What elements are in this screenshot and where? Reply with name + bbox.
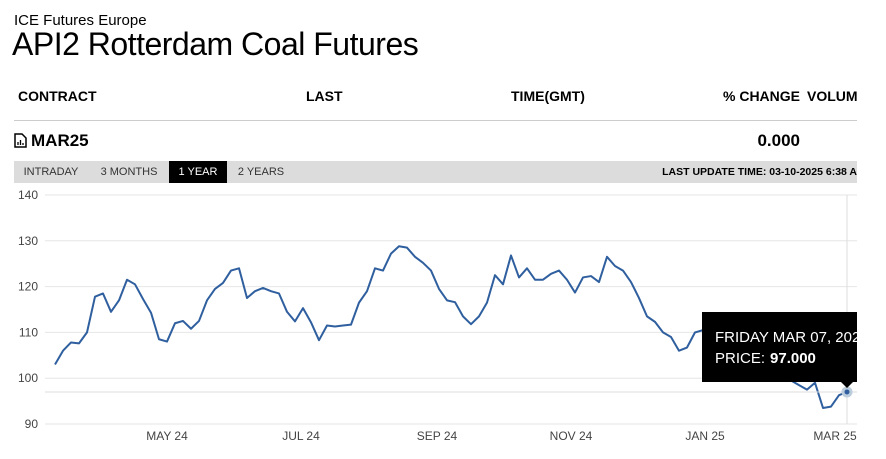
tab[interactable]: 2 YEARS: [237, 166, 285, 178]
y-tick-label: 120: [18, 280, 38, 294]
column-header: VOLUME: [807, 88, 857, 104]
contract-icon: [14, 133, 27, 148]
x-tick-label: JUL 24: [282, 429, 320, 443]
y-tick-label: 110: [19, 325, 38, 339]
x-tick-label: MAR 25: [813, 429, 857, 443]
tooltip: FRIDAY MAR 07, 2025 PRICE: 97.000: [702, 312, 869, 388]
tooltip-arrow: [841, 382, 853, 388]
column-header: CONTRACT: [18, 88, 97, 104]
x-tick-label: MAY 24: [146, 429, 188, 443]
last-update: LAST UPDATE TIME: 03-10-2025 6:38 AM GMT: [662, 166, 857, 178]
column-header: TIME(GMT): [511, 88, 585, 104]
tooltip-price: PRICE: 97.000: [715, 350, 816, 367]
percent-change: 0.000: [757, 131, 800, 150]
column-header: % CHANGE: [723, 88, 801, 104]
tooltip-price-value: 97.000: [770, 350, 816, 367]
y-tick-label: 90: [25, 417, 39, 431]
tooltip-box: [702, 312, 857, 382]
subtitle: ICE Futures Europe: [14, 12, 147, 29]
tab[interactable]: INTRADAY: [23, 166, 79, 178]
tab[interactable]: 1 YEAR: [169, 161, 227, 183]
tooltip-date: FRIDAY MAR 07, 2025: [715, 329, 869, 346]
chart: 90 100 110 120 130 140 MAY 24 JUL 24 SEP 24 NOV 2…: [18, 188, 869, 443]
x-tick-label: JAN 25: [685, 429, 725, 443]
title: API2 Rotterdam Coal Futures: [12, 26, 419, 62]
tooltip-price-label: PRICE:: [715, 350, 765, 367]
x-tick-label: NOV 24: [550, 429, 593, 443]
y-tick-label: 100: [18, 371, 38, 385]
y-tick-label: 130: [18, 234, 38, 248]
contract-name[interactable]: MAR25: [31, 131, 89, 150]
x-tick-label: SEP 24: [417, 429, 458, 443]
tab[interactable]: 3 MONTHS: [100, 166, 158, 178]
hover-point: [841, 386, 853, 398]
y-tick-label: 140: [18, 188, 38, 202]
column-header: LAST: [306, 88, 343, 104]
divider: [14, 120, 857, 121]
